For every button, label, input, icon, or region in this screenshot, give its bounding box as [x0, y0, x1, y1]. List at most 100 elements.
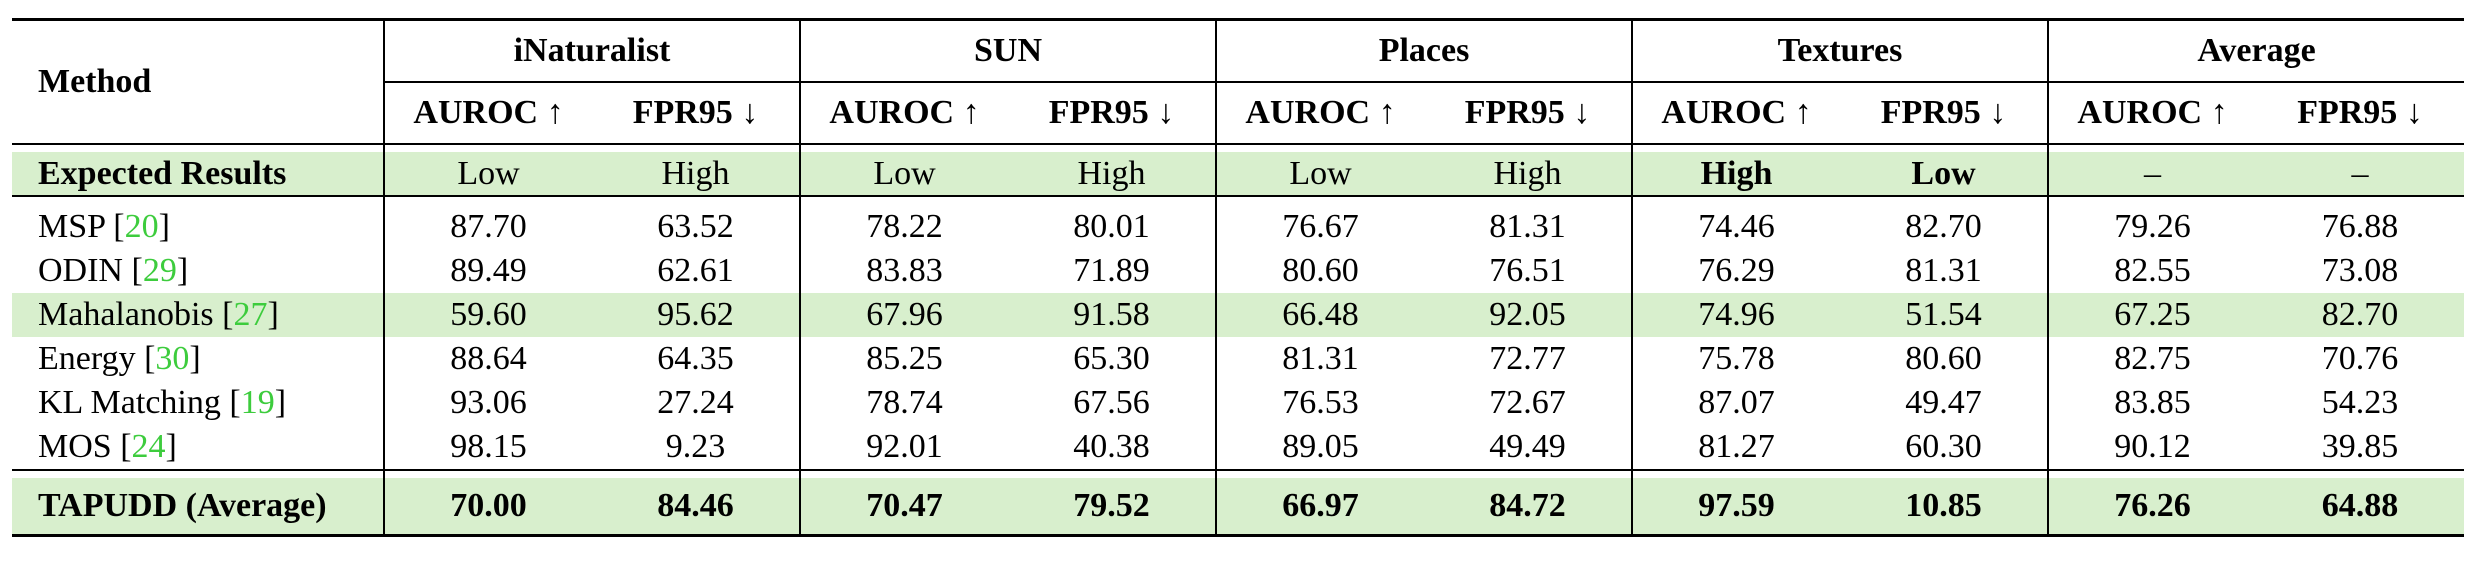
- metric-cell: 80.60: [1905, 340, 1982, 377]
- metric-cell: 72.77: [1489, 340, 1566, 377]
- metric-header-auroc: AUROC ↑: [799, 82, 1008, 145]
- metric-cell: 87.07: [1631, 381, 1841, 425]
- metric-cell: 78.22: [799, 205, 1008, 249]
- metric-cell: 49.49: [1489, 428, 1566, 465]
- metric-cell: 84.72: [1424, 478, 1633, 537]
- dataset-header-row: Method iNaturalist SUN Places Textures A…: [12, 18, 2465, 145]
- metric-cell: 66.48: [1215, 293, 1424, 337]
- dataset-header-sun: SUN: [799, 18, 1216, 83]
- table-row: MSP [20] 87.70 63.52 78.22 80.01 76.67 8…: [12, 205, 2464, 249]
- metric-cell: 82.70: [1905, 208, 1982, 245]
- method-name: Energy [30]: [38, 340, 201, 377]
- dataset-header-textures: Textures: [1631, 18, 2049, 83]
- metric-cell: 75.78: [1631, 337, 1841, 381]
- metric-cell: 59.60: [383, 293, 592, 337]
- metric-cell: 70.00: [383, 478, 592, 537]
- dataset-header-average: Average: [2047, 18, 2465, 83]
- citation-link[interactable]: 30: [155, 340, 190, 377]
- table-row: MOS [24] 98.15 9.23 92.01 40.38 89.05 49…: [12, 425, 2464, 470]
- ood-results-table: Method iNaturalist SUN Places Textures A…: [12, 18, 2465, 537]
- expected-results-row: Expected Results Low High Low High Low H…: [12, 152, 2465, 196]
- metric-cell: 83.85: [2047, 381, 2257, 425]
- method-name: Mahalanobis [27]: [12, 293, 384, 337]
- metric-cell: 95.62: [592, 293, 800, 337]
- expected-cell: –: [2256, 152, 2465, 196]
- metric-header-auroc: AUROC ↑: [2047, 82, 2257, 145]
- metric-cell: 49.47: [1905, 384, 1982, 421]
- metric-cell: 87.70: [383, 205, 592, 249]
- metric-cell: 76.26: [2047, 478, 2257, 537]
- method-name: KL Matching [19]: [38, 384, 287, 421]
- metric-cell: 70.47: [799, 478, 1008, 537]
- citation-link[interactable]: 19: [240, 384, 275, 421]
- citation-link[interactable]: 20: [124, 208, 159, 245]
- metric-header-auroc: AUROC ↑: [1215, 82, 1424, 145]
- metric-cell: 54.23: [2321, 384, 2399, 421]
- tapudd-label: TAPUDD (Average): [12, 478, 384, 537]
- metric-cell: 81.31: [1215, 337, 1424, 381]
- metric-header-fpr: FPR95 ↓: [1008, 82, 1216, 145]
- expected-cell: High: [592, 152, 800, 196]
- metric-cell: 76.88: [2321, 208, 2399, 245]
- method-name: MSP [20]: [38, 208, 170, 245]
- metric-cell: 51.54: [1840, 293, 2049, 337]
- metric-cell: 91.58: [1008, 293, 1216, 337]
- citation-link[interactable]: 24: [131, 428, 166, 465]
- metric-cell: 79.26: [2047, 205, 2257, 249]
- metric-cell: 76.67: [1215, 205, 1424, 249]
- metric-cell: 82.70: [2256, 293, 2465, 337]
- tapudd-row: TAPUDD (Average) 70.00 84.46 70.47 79.52…: [12, 478, 2465, 537]
- metric-cell: 72.67: [1489, 384, 1566, 421]
- dataset-header-places: Places: [1214, 18, 1633, 83]
- spacer-row: [12, 469, 2465, 478]
- metric-cell: 27.24: [657, 384, 734, 421]
- metric-header-fpr: FPR95 ↓: [2256, 82, 2465, 145]
- metric-cell: 93.06: [383, 381, 592, 425]
- metric-cell: 73.08: [2321, 252, 2399, 289]
- metric-cell: 92.01: [799, 425, 1008, 470]
- metric-cell: 63.52: [657, 208, 734, 245]
- expected-cell: Low: [799, 152, 1008, 196]
- metric-cell: 67.56: [1073, 384, 1150, 421]
- table-row: Energy [30] 88.64 64.35 85.25 65.30 81.3…: [12, 337, 2464, 381]
- metric-cell: 89.49: [383, 249, 592, 293]
- metric-cell: 82.75: [2047, 337, 2257, 381]
- metric-cell: 78.74: [799, 381, 1008, 425]
- metric-cell: 60.30: [1905, 428, 1982, 465]
- expected-cell: High: [1631, 152, 1841, 196]
- method-name: MOS [24]: [38, 428, 177, 465]
- metric-cell: 66.97: [1215, 478, 1424, 537]
- metric-cell: 70.76: [2321, 340, 2399, 377]
- metric-cell: 83.83: [799, 249, 1008, 293]
- metric-header-fpr: FPR95 ↓: [1840, 82, 2049, 145]
- dataset-header-inaturalist: iNaturalist: [383, 18, 800, 83]
- method-name: ODIN [29]: [38, 252, 189, 289]
- expected-cell: Low: [1840, 152, 2049, 196]
- metric-cell: 64.35: [657, 340, 734, 377]
- metric-cell: 76.53: [1215, 381, 1424, 425]
- expected-cell: Low: [1215, 152, 1424, 196]
- metric-cell: 79.52: [1008, 478, 1216, 537]
- metric-cell: 62.61: [657, 252, 734, 289]
- metric-header-fpr: FPR95 ↓: [592, 82, 800, 145]
- expected-cell: High: [1008, 152, 1216, 196]
- metric-cell: 67.96: [799, 293, 1008, 337]
- metric-header-row: AUROC ↑ FPR95 ↓ AUROC ↑ FPR95 ↓ AUROC ↑ …: [12, 82, 2465, 145]
- metric-cell: 82.55: [2047, 249, 2257, 293]
- metric-cell: 76.29: [1631, 249, 1841, 293]
- metric-cell: 81.31: [1905, 252, 1982, 289]
- metric-cell: 97.59: [1631, 478, 1841, 537]
- citation-link[interactable]: 27: [233, 296, 268, 333]
- metric-cell: 81.31: [1489, 208, 1566, 245]
- metric-cell: 74.46: [1631, 205, 1841, 249]
- metric-cell: 84.46: [592, 478, 800, 537]
- table-row: ODIN [29] 89.49 62.61 83.83 71.89 80.60 …: [12, 249, 2464, 293]
- citation-link[interactable]: 29: [142, 252, 177, 289]
- expected-cell: High: [1424, 152, 1633, 196]
- expected-results-label: Expected Results: [12, 152, 384, 196]
- spacer-row: [12, 143, 2465, 152]
- metric-cell: 65.30: [1073, 340, 1150, 377]
- metric-cell: 64.88: [2256, 478, 2465, 537]
- table-row: KL Matching [19] 93.06 27.24 78.74 67.56…: [12, 381, 2464, 425]
- metric-cell: 40.38: [1073, 428, 1150, 465]
